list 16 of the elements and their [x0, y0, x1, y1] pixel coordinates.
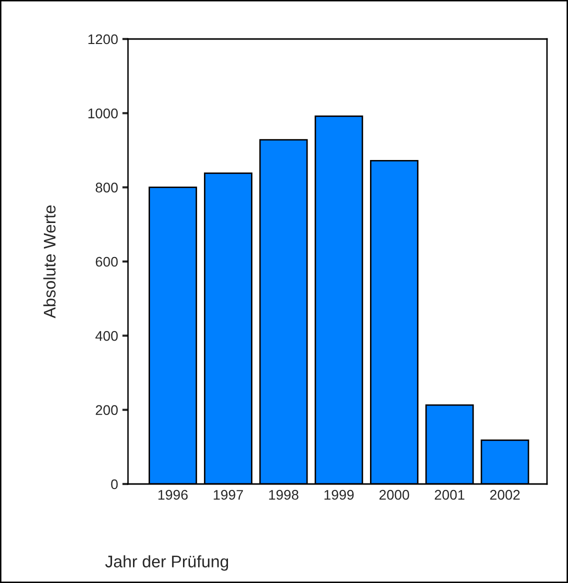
y-tick-label: 400	[95, 331, 118, 341]
x-tick-label: 1999	[324, 490, 354, 500]
x-tick-label: 1996	[158, 490, 188, 500]
x-tick-label: 1997	[214, 490, 243, 500]
y-tick-label: 1200	[88, 34, 118, 44]
y-tick-label: 1000	[88, 108, 118, 118]
x-axis-title: Jahr der Prüfung	[105, 555, 228, 571]
y-tick-label: 200	[96, 405, 118, 416]
y-axis-title: Absolute Werte	[43, 205, 56, 318]
y-tick-label: 0	[111, 479, 118, 490]
x-tick-label: 2000	[379, 490, 410, 500]
y-tick-label: 800	[96, 182, 118, 193]
x-tick-label: 2002	[490, 490, 520, 500]
x-tick-label: 1998	[269, 490, 298, 500]
y-tick-label: 600	[96, 256, 118, 267]
x-tick-label: 2001	[434, 490, 464, 500]
